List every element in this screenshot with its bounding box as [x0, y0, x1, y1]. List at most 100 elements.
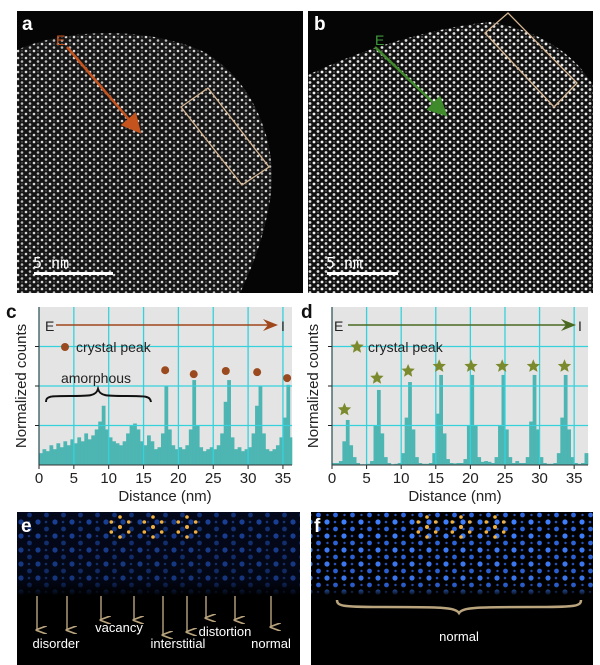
legend-label: crystal peak: [76, 339, 152, 355]
amorphous-brace: [45, 385, 152, 403]
profile-bar: [230, 437, 235, 465]
arrow-start-label: E: [375, 32, 384, 48]
profile-bar: [484, 461, 488, 465]
label-interstitial: interstitial: [151, 636, 206, 651]
profile-bar: [338, 461, 343, 465]
profile-bar: [539, 457, 544, 465]
profile-bar: [206, 449, 211, 465]
motif-atom: [425, 535, 429, 539]
panel-b-micrograph: E b 5 nm: [308, 11, 593, 293]
motif-atom: [459, 535, 463, 539]
motif-atom: [151, 525, 155, 529]
profile-bar: [397, 463, 402, 465]
profile-bar: [352, 457, 357, 465]
x-tick-label: 30: [240, 470, 257, 487]
motif-atom: [193, 530, 198, 534]
profile-bar: [223, 401, 228, 465]
profile-bar: [265, 449, 270, 465]
profile-bar: [42, 449, 47, 465]
profile-bar: [59, 447, 64, 465]
crystal-peak-marker: [161, 366, 170, 375]
motif-atom: [118, 535, 122, 539]
profile-bar: [543, 463, 547, 465]
profile-bar: [376, 389, 381, 465]
vacuum-region: [17, 11, 303, 293]
profile-bar: [199, 447, 204, 465]
profile-bar: [282, 417, 287, 465]
profile-bar: [213, 449, 218, 465]
profile-bar: [498, 425, 502, 465]
motif-atom: [467, 520, 472, 524]
motif-atom: [185, 525, 189, 529]
motif-atom: [109, 520, 114, 524]
profile-bar: [460, 463, 464, 465]
scale-bar: [34, 272, 113, 275]
crystal-peak-marker: [221, 366, 230, 375]
profile-bar: [216, 445, 221, 465]
profile-bar: [181, 449, 186, 465]
motif-atom: [151, 535, 155, 539]
profile-bar: [244, 449, 249, 465]
profile-bar: [536, 429, 540, 465]
motif-atom: [126, 520, 131, 524]
profile-bar: [480, 461, 485, 465]
crystal-peak-marker: [189, 370, 198, 379]
line-profile-arrow: [374, 46, 448, 117]
crystal-peak-marker: [557, 359, 572, 372]
profile-bar: [101, 405, 106, 465]
profile-bar: [185, 445, 190, 465]
panel-label-c: c: [6, 302, 17, 323]
profile-bar: [39, 453, 43, 465]
defect-arrows: [37, 596, 271, 635]
profile-bar: [432, 453, 437, 465]
profile-bar: [435, 413, 440, 465]
x-axis-label: Distance (nm): [118, 488, 211, 505]
profile-bar: [195, 425, 200, 465]
profile-bar: [332, 463, 336, 465]
profile-bar: [178, 447, 183, 465]
atomic-motif-overlay: [416, 515, 506, 539]
profile-bar: [532, 374, 537, 465]
amorphous-label: amorphous: [61, 370, 131, 386]
profile-bar: [115, 443, 120, 465]
profile-bar: [63, 441, 68, 465]
profile-bar: [501, 374, 506, 465]
profile-bar: [518, 463, 523, 465]
x-tick-label: 35: [566, 470, 583, 487]
panel-label-f: f: [314, 516, 321, 537]
motif-atom: [126, 530, 131, 534]
profile-bar: [237, 447, 242, 465]
profile-bar: [147, 435, 151, 466]
profile-bar: [248, 447, 252, 465]
profile-bar: [98, 421, 103, 465]
profile-bar: [192, 380, 197, 465]
motif-atom: [459, 525, 463, 529]
direction-end-label: I: [578, 318, 582, 334]
profile-bar: [87, 439, 92, 465]
profile-bar: [508, 457, 513, 465]
profile-bar: [567, 429, 571, 465]
motif-atom: [459, 515, 463, 519]
motif-atom: [484, 530, 489, 534]
profile-bar: [136, 429, 141, 465]
region-box: [180, 87, 270, 186]
panel-label-b: b: [314, 14, 326, 35]
motif-atom: [493, 525, 497, 529]
profile-bar: [546, 463, 551, 465]
profile-bar: [73, 443, 78, 465]
profile-bar: [150, 441, 155, 465]
x-tick-label: 20: [170, 470, 187, 487]
x-tick-label: 20: [462, 470, 479, 487]
profile-bar: [133, 423, 137, 465]
panel-label-d: d: [301, 302, 313, 323]
legend-label: crystal peak: [368, 339, 444, 355]
profile-bar: [234, 449, 238, 465]
y-axis-label: Normalized counts: [305, 324, 322, 448]
chart-d: d 0 5 10 15 20 25 30 35 E I crystal peak Normal…: [301, 302, 589, 505]
crystal-peak-marker: [526, 359, 540, 372]
profile-bar: [446, 459, 450, 465]
motif-atom: [151, 515, 155, 519]
profile-bar: [122, 441, 127, 465]
motif-atom: [493, 535, 497, 539]
motif-atom: [416, 530, 421, 534]
